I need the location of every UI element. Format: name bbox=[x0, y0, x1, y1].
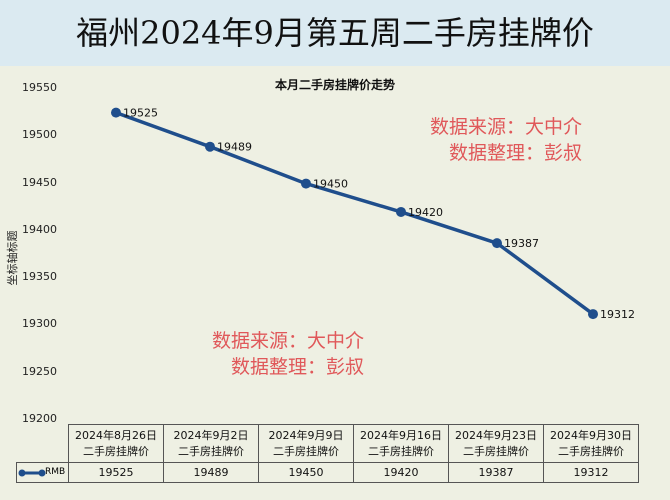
category-suffix: 二手房挂牌价 bbox=[83, 444, 149, 458]
data-point bbox=[111, 107, 121, 118]
table-header-cell: 2024年9月23日 二手房挂牌价 bbox=[448, 424, 544, 463]
y-tick-label: 19300 bbox=[22, 317, 57, 331]
table-value-cell: 19420 bbox=[353, 462, 449, 483]
y-tick-label: 19200 bbox=[22, 412, 57, 425]
watermark-top: 数据来源：大中介 数据整理：彭叔 bbox=[430, 114, 582, 166]
table-value-cell: 19525 bbox=[68, 462, 164, 483]
category-suffix: 二手房挂牌价 bbox=[463, 444, 529, 458]
data-label: 19489 bbox=[217, 141, 252, 154]
legend-label: RMB bbox=[45, 467, 66, 477]
watermark-line1: 数据来源：大中介 bbox=[212, 330, 365, 352]
category-label: 2024年8月26日 bbox=[75, 428, 157, 442]
category-suffix: 二手房挂牌价 bbox=[368, 444, 434, 458]
series-line-rmb bbox=[115, 110, 595, 316]
data-point bbox=[492, 238, 502, 249]
table-value-cell: 19489 bbox=[163, 462, 259, 483]
y-tick-label: 19250 bbox=[22, 364, 57, 378]
table-value-cell: 19387 bbox=[448, 462, 544, 483]
y-tick-label: 19350 bbox=[22, 270, 57, 284]
y-tick-label: 19400 bbox=[22, 222, 57, 236]
data-point bbox=[396, 206, 406, 217]
data-label: 19450 bbox=[313, 178, 348, 191]
data-label: 19387 bbox=[504, 237, 539, 250]
legend-rmb: RMB bbox=[16, 462, 69, 483]
watermark-bottom: 数据来源：大中介 数据整理：彭叔 bbox=[212, 328, 364, 380]
table-header-cell: 2024年9月30日 二手房挂牌价 bbox=[543, 424, 639, 463]
y-tick-label: 19500 bbox=[22, 128, 57, 142]
data-point bbox=[588, 309, 598, 320]
legend-marker-icon bbox=[18, 469, 46, 477]
category-suffix: 二手房挂牌价 bbox=[558, 444, 624, 458]
table-header-cell: 2024年9月9日 二手房挂牌价 bbox=[258, 424, 354, 463]
data-label: 19420 bbox=[408, 206, 443, 219]
data-point bbox=[301, 178, 311, 189]
category-label: 2024年9月9日 bbox=[268, 428, 344, 442]
data-label: 19525 bbox=[123, 107, 158, 120]
table-header-cell: 2024年9月16日 二手房挂牌价 bbox=[353, 424, 449, 463]
category-suffix: 二手房挂牌价 bbox=[273, 444, 339, 458]
category-label: 2024年9月2日 bbox=[173, 428, 249, 442]
y-tick-label: 19450 bbox=[22, 175, 57, 189]
category-label: 2024年9月23日 bbox=[455, 428, 537, 442]
table-value-cell: 19312 bbox=[543, 462, 639, 483]
watermark-line1: 数据来源：大中介 bbox=[430, 116, 583, 138]
page-title: 福州2024年9月第五周二手房挂牌价 bbox=[76, 14, 594, 52]
category-suffix: 二手房挂牌价 bbox=[178, 444, 244, 458]
table-header-cell: 2024年9月2日 二手房挂牌价 bbox=[163, 424, 259, 463]
category-label: 2024年9月30日 bbox=[550, 428, 632, 442]
watermark-line2: 数据整理：彭叔 bbox=[449, 142, 583, 164]
watermark-line2: 数据整理：彭叔 bbox=[231, 356, 365, 378]
table-header-cell: 2024年8月26日 二手房挂牌价 bbox=[68, 424, 164, 463]
chart-title: 本月二手房挂牌价走势 bbox=[274, 78, 395, 92]
y-tick-label: 19550 bbox=[22, 81, 57, 94]
data-label: 19312 bbox=[600, 308, 635, 321]
data-table: 2024年8月26日 二手房挂牌价 2024年9月2日 二手房挂牌价 2024年9月9日… bbox=[68, 424, 639, 483]
table-value-cell: 19450 bbox=[258, 462, 354, 483]
category-label: 2024年9月16日 bbox=[360, 428, 442, 442]
data-point bbox=[205, 141, 215, 152]
title-band bbox=[0, 0, 670, 66]
